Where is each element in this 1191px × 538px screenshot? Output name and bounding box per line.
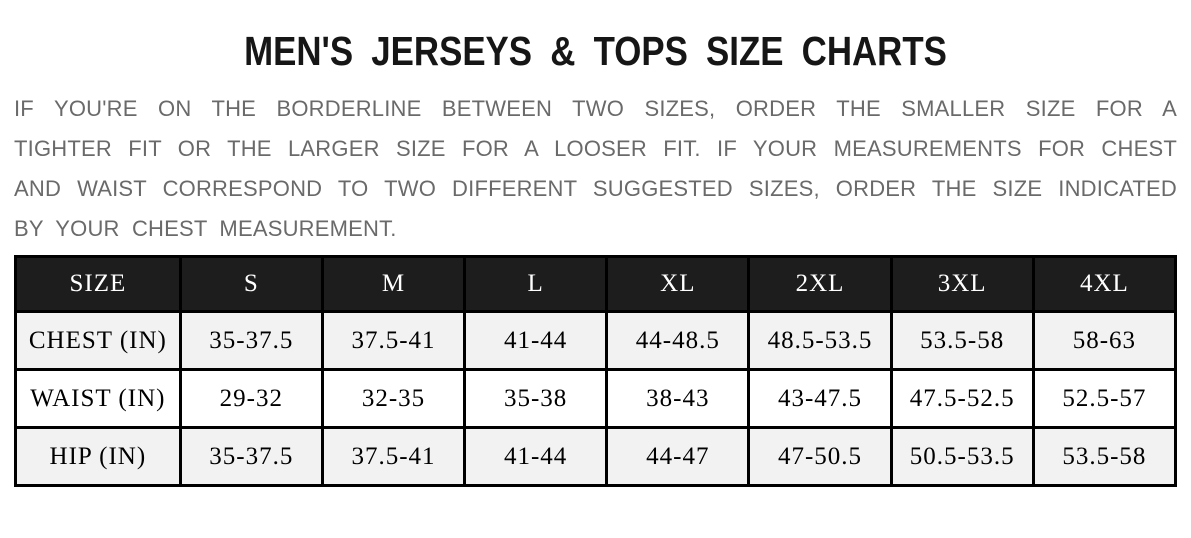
column-header-s: S (178, 255, 324, 314)
hip-cell-m: 37.5-41 (320, 426, 467, 488)
chest-cell-m: 37.5-41 (320, 310, 467, 372)
waist-cell-4xl: 52.5-57 (1031, 368, 1178, 430)
hip-cell-4xl: 53.5-58 (1031, 426, 1178, 488)
page-title: MEN'S JERSEYS & TOPS SIZE CHARTS (244, 28, 947, 74)
column-header-m: M (320, 255, 467, 314)
chest-cell-2xl: 48.5-53.5 (747, 310, 893, 372)
chest-cell-xl: 44-48.5 (605, 310, 751, 372)
chest-cell-4xl: 58-63 (1031, 310, 1178, 372)
column-header-l: L (463, 255, 609, 314)
waist-cell-m: 32-35 (320, 368, 467, 430)
size-chart-table: SIZE S M L XL 2XL 3XL 4XL CHEST (IN) 35-… (14, 255, 1178, 488)
column-header-size: SIZE (14, 255, 182, 314)
intro-line-2: TIGHTER FIT OR THE LARGER SIZE FOR A LOO… (14, 136, 1177, 162)
hip-cell-xl: 44-47 (605, 426, 751, 488)
waist-cell-l: 35-38 (463, 368, 609, 430)
hip-cell-l: 41-44 (463, 426, 609, 488)
chest-cell-3xl: 53.5-58 (889, 310, 1035, 372)
table-row-chest: CHEST (IN) 35-37.5 37.5-41 41-44 44-48.5… (14, 310, 1178, 372)
column-header-2xl: 2XL (747, 255, 893, 314)
intro-line-3: AND WAIST CORRESPOND TO TWO DIFFERENT SU… (14, 176, 1177, 202)
intro-paragraph: IF YOU'RE ON THE BORDERLINE BETWEEN TWO … (14, 89, 1177, 249)
column-header-3xl: 3XL (889, 255, 1035, 314)
hip-cell-s: 35-37.5 (178, 426, 324, 488)
waist-cell-3xl: 47.5-52.5 (889, 368, 1035, 430)
hip-cell-3xl: 50.5-53.5 (889, 426, 1035, 488)
waist-cell-2xl: 43-47.5 (747, 368, 893, 430)
chest-cell-s: 35-37.5 (178, 310, 324, 372)
size-chart-page: MEN'S JERSEYS & TOPS SIZE CHARTS IF YOU'… (0, 28, 1191, 488)
waist-cell-s: 29-32 (178, 368, 324, 430)
row-label-hip: HIP (IN) (14, 426, 182, 488)
row-label-waist: WAIST (IN) (14, 368, 182, 430)
intro-line-4: BY YOUR CHEST MEASUREMENT. (14, 216, 397, 242)
waist-cell-xl: 38-43 (605, 368, 751, 430)
table-header-row: SIZE S M L XL 2XL 3XL 4XL (14, 255, 1178, 314)
row-label-chest: CHEST (IN) (14, 310, 182, 372)
table-row-hip: HIP (IN) 35-37.5 37.5-41 41-44 44-47 47-… (14, 426, 1178, 488)
column-header-xl: XL (605, 255, 751, 314)
column-header-4xl: 4XL (1031, 255, 1178, 314)
chest-cell-l: 41-44 (463, 310, 609, 372)
intro-line-1: IF YOU'RE ON THE BORDERLINE BETWEEN TWO … (14, 96, 1177, 122)
table-row-waist: WAIST (IN) 29-32 32-35 35-38 38-43 43-47… (14, 368, 1178, 430)
hip-cell-2xl: 47-50.5 (747, 426, 893, 488)
